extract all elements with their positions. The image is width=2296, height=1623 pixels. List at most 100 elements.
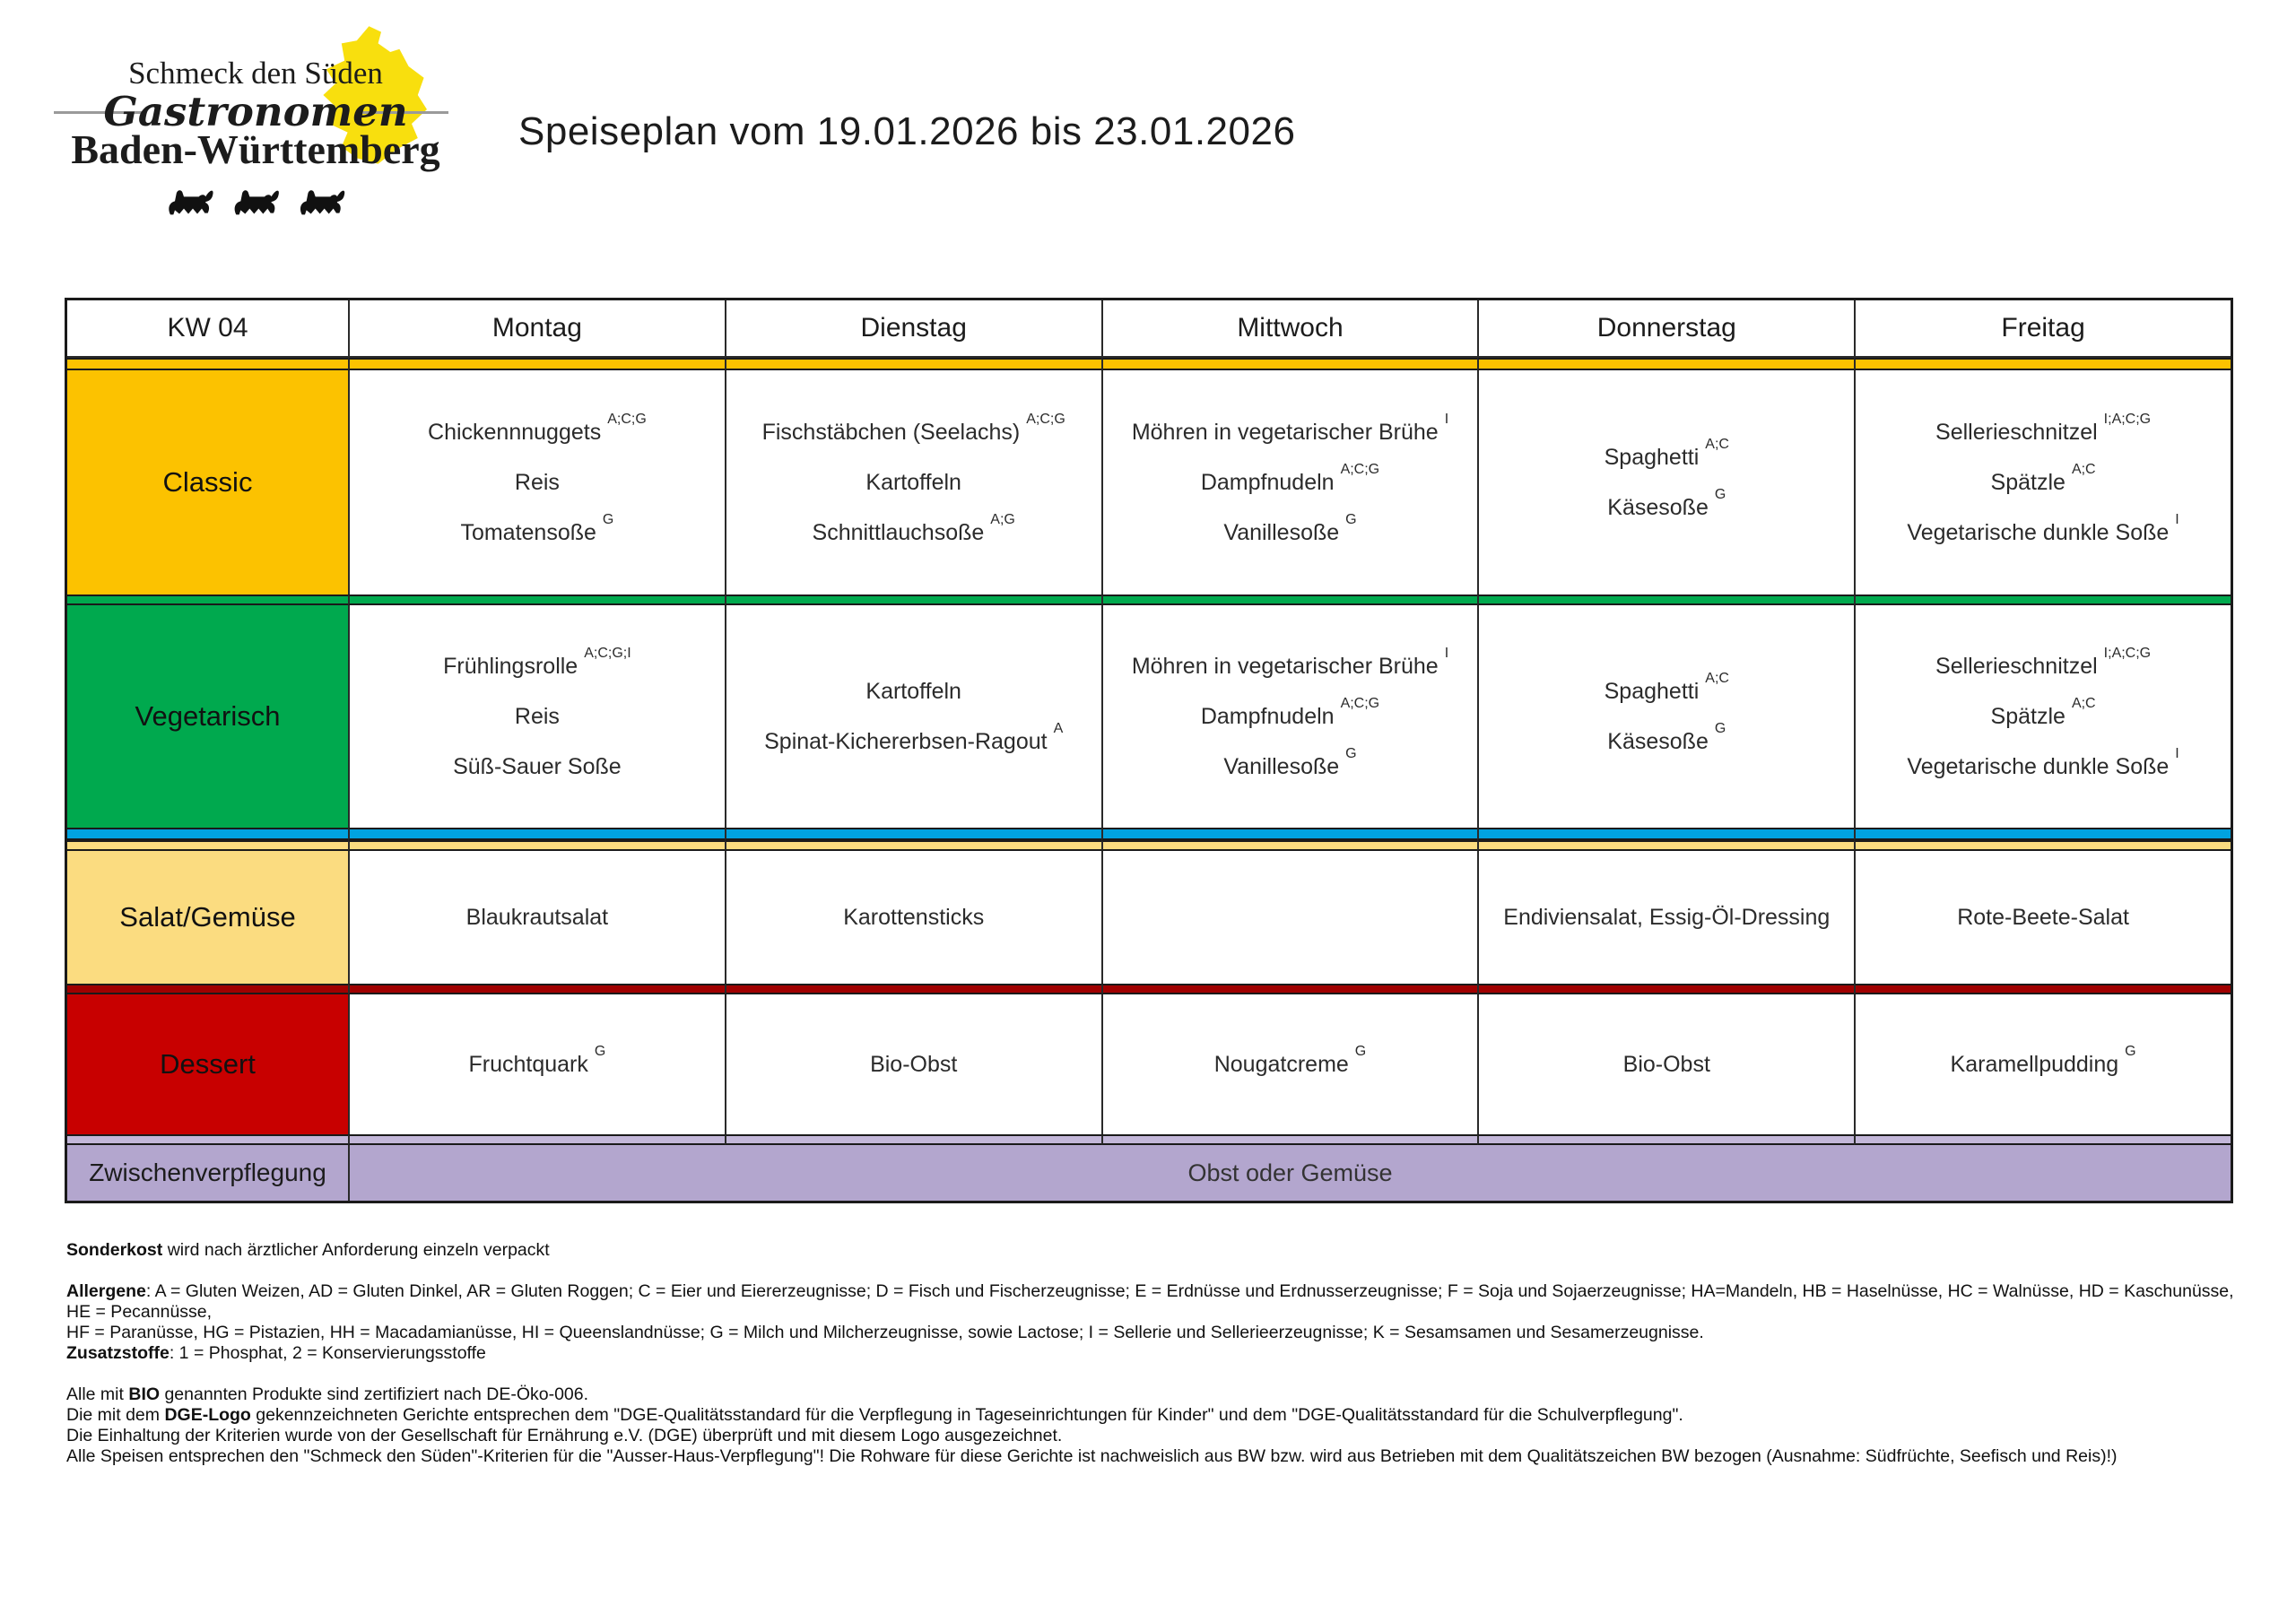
stripe-purple xyxy=(724,1134,1101,1145)
stripe-gold xyxy=(67,358,348,370)
rowlabel-vegetarisch: Vegetarisch xyxy=(67,605,348,828)
stripe-red xyxy=(1854,984,2231,994)
menu-cell-classic-montag: ChickennnuggetsA;C;G Reis TomatensoßeG xyxy=(348,370,725,595)
header-freitag: Freitag xyxy=(1854,300,2231,358)
stripe-green xyxy=(67,595,348,605)
dish-line: Blaukrautsalat xyxy=(465,904,609,930)
rowlabel-classic: Classic xyxy=(67,370,348,595)
dish-line: Bio-Obst xyxy=(1622,1051,1710,1077)
stripe-gold xyxy=(724,358,1101,370)
note-allergene-2: HF = Paranüsse, HG = Pistazien, HH = Mac… xyxy=(66,1323,1704,1342)
stripe-red xyxy=(348,984,725,994)
dish-line: DampfnudelnA;C;G xyxy=(1200,461,1380,495)
schmeck-den-sueden-logo: Schmeck den Süden Gastronomen Baden-Würt… xyxy=(54,25,448,222)
menu-cell-zwischenverpflegung: Obst oder Gemüse xyxy=(348,1145,2231,1201)
note-dge: Die mit dem DGE-Logo gekennzeichneten Ge… xyxy=(66,1405,1683,1425)
menu-cell-vegetarisch-montag: FrühlingsrolleA;C;G;I Reis Süß-Sauer Soße xyxy=(348,605,725,828)
dish-line: Karottensticks xyxy=(843,904,985,930)
stripe-purple xyxy=(1100,1134,1478,1145)
dish-line: SpaghettiA;C xyxy=(1604,670,1729,704)
note-dge-2: Die Einhaltung der Kriterien wurde von d… xyxy=(66,1426,1063,1445)
stripe-green xyxy=(348,595,725,605)
dish-line: NougatcremeG xyxy=(1213,1043,1367,1077)
menu-cell-salat-donnerstag: Endiviensalat, Essig-Öl-Dressing xyxy=(1477,851,1855,984)
dish-line: SpätzleA;C xyxy=(1990,461,2096,495)
stripe-lightgold xyxy=(1477,840,1855,851)
note-bio: Alle mit BIO genannten Produkte sind zer… xyxy=(66,1384,589,1404)
dish-line: SpätzleA;C xyxy=(1990,695,2096,729)
stripe-lightgold xyxy=(1854,840,2231,851)
note-allergene: Allergene: A = Gluten Weizen, AD = Glute… xyxy=(66,1281,2234,1322)
dish-line: Endiviensalat, Essig-Öl-Dressing xyxy=(1503,904,1831,930)
logo-line-gastronomen: Gastronomen xyxy=(103,88,408,135)
stripe-green xyxy=(1100,595,1478,605)
dish-line: Möhren in vegetarischer BrüheI xyxy=(1131,411,1449,445)
dish-line: SchnittlauchsoßeA;G xyxy=(812,511,1015,545)
stripe-red xyxy=(1477,984,1855,994)
stripe-blue xyxy=(724,828,1101,840)
page-title: Speiseplan vom 19.01.2026 bis 23.01.2026 xyxy=(518,109,1296,153)
dish-line: Vegetarische dunkle SoßeI xyxy=(1907,511,2179,545)
rowlabel-salat-gemuese: Salat/Gemüse xyxy=(67,851,348,984)
menu-cell-vegetarisch-freitag: SellerieschnitzelI;A;C;G SpätzleA;C Vegeta… xyxy=(1854,605,2231,828)
dish-line: KäsesoßeG xyxy=(1607,486,1726,520)
dish-line: Reis xyxy=(514,703,560,729)
dish-line: KäsesoßeG xyxy=(1607,720,1726,754)
menu-cell-salat-freitag: Rote-Beete-Salat xyxy=(1854,851,2231,984)
stripe-lightgold xyxy=(67,840,348,851)
menu-cell-classic-dienstag: Fischstäbchen (Seelachs)A;C;G Kartoffeln S… xyxy=(724,370,1101,595)
stripe-lightgold xyxy=(724,840,1101,851)
stripe-red xyxy=(724,984,1101,994)
note-zusatzstoffe: Zusatzstoffe: 1 = Phosphat, 2 = Konservi… xyxy=(66,1343,486,1363)
stripe-purple xyxy=(67,1134,348,1145)
menu-cell-classic-freitag: SellerieschnitzelI;A;C;G SpätzleA;C Vegeta… xyxy=(1854,370,2231,595)
menu-cell-dessert-mittwoch: NougatcremeG xyxy=(1100,994,1478,1134)
menu-cell-classic-mittwoch: Möhren in vegetarischer BrüheI Dampfnudel… xyxy=(1100,370,1478,595)
menu-cell-salat-dienstag: Karottensticks xyxy=(724,851,1101,984)
dish-line: Rote-Beete-Salat xyxy=(1957,904,2129,930)
dish-line: Süß-Sauer Soße xyxy=(453,753,622,779)
header-week: KW 04 xyxy=(67,300,348,358)
stripe-blue xyxy=(1100,828,1478,840)
stripe-green xyxy=(724,595,1101,605)
menu-cell-salat-montag: Blaukrautsalat xyxy=(348,851,725,984)
dish-line: SpaghettiA;C xyxy=(1604,436,1729,470)
logo-line-baden-wuerttemberg: Baden-Württemberg xyxy=(71,126,440,172)
stripe-red xyxy=(1100,984,1478,994)
logo-line-schmeck-den-sueden: Schmeck den Süden xyxy=(128,56,383,91)
baden-wuerttemberg-map-icon xyxy=(323,26,427,164)
rowlabel-dessert: Dessert xyxy=(67,994,348,1134)
stripe-blue xyxy=(348,828,725,840)
footnotes: Sonderkost wird nach ärztlicher Anforder… xyxy=(66,1240,2246,1467)
stripe-purple xyxy=(1477,1134,1855,1145)
dish-line: Bio-Obst xyxy=(870,1051,958,1077)
menu-cell-vegetarisch-mittwoch: Möhren in vegetarischer BrüheI Dampfnudel… xyxy=(1100,605,1478,828)
dish-line: Möhren in vegetarischer BrüheI xyxy=(1131,645,1449,679)
menu-cell-dessert-donnerstag: Bio-Obst xyxy=(1477,994,1855,1134)
logo-rule-right xyxy=(359,111,448,114)
menu-cell-dessert-montag: FruchtquarkG xyxy=(348,994,725,1134)
dish-line: DampfnudelnA;C;G xyxy=(1200,695,1380,729)
menu-cell-dessert-freitag: KaramellpuddingG xyxy=(1854,994,2231,1134)
stripe-lightgold xyxy=(348,840,725,851)
header-donnerstag: Donnerstag xyxy=(1477,300,1855,358)
header-mittwoch: Mittwoch xyxy=(1100,300,1478,358)
dish-line: SellerieschnitzelI;A;C;G xyxy=(1935,411,2152,445)
dish-line: VanillesoßeG xyxy=(1223,511,1357,545)
logo-rule-left xyxy=(54,111,144,114)
dish-line: Fischstäbchen (Seelachs)A;C;G xyxy=(761,411,1065,445)
stripe-blue xyxy=(1477,828,1855,840)
stripe-green xyxy=(1477,595,1855,605)
menu-cell-classic-donnerstag: SpaghettiA;C KäsesoßeG xyxy=(1477,370,1855,595)
header-montag: Montag xyxy=(348,300,725,358)
dish-line: ChickennnuggetsA;C;G xyxy=(428,411,647,445)
rowlabel-zwischenverpflegung: Zwischenverpflegung xyxy=(67,1145,348,1201)
header-dienstag: Dienstag xyxy=(724,300,1101,358)
note-sonderkost: Sonderkost wird nach ärztlicher Anforder… xyxy=(66,1240,550,1260)
dish-line: FrühlingsrolleA;C;G;I xyxy=(443,645,631,679)
menu-cell-dessert-dienstag: Bio-Obst xyxy=(724,994,1101,1134)
menu-cell-salat-mittwoch xyxy=(1100,851,1478,984)
stripe-gold xyxy=(1477,358,1855,370)
three-lions-icon xyxy=(169,190,345,215)
